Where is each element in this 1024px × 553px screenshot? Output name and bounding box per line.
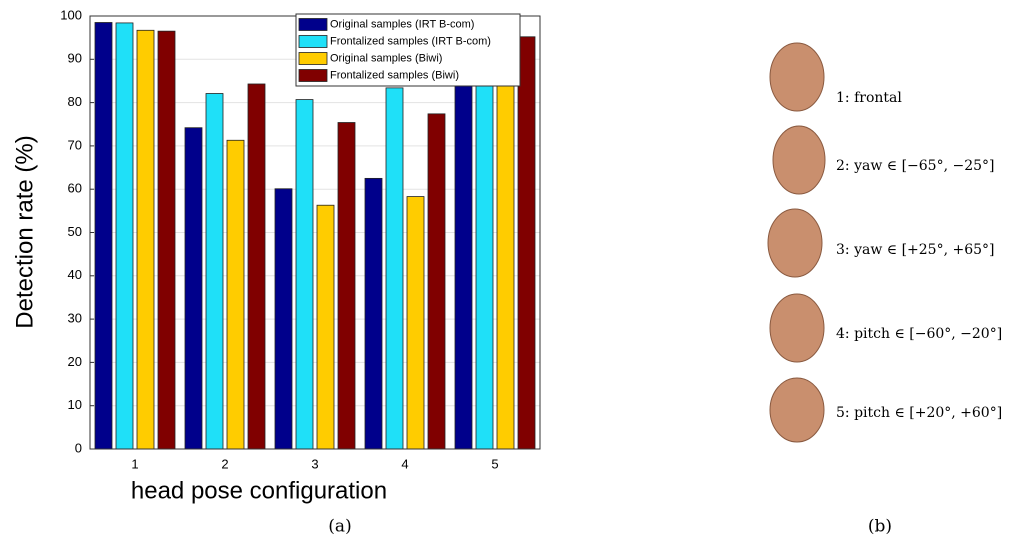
legend-label: Frontalized samples (IRT B-com) (330, 35, 491, 47)
legend: Original samples (IRT B-com) Frontalized … (295, 13, 521, 87)
y-axis-label: Detection rate (%) (11, 135, 38, 328)
bar (385, 87, 404, 450)
bar (496, 57, 515, 450)
pose-label: 3: yaw ∈ [+25°, +65°] (836, 242, 995, 258)
bar (247, 83, 266, 450)
y-tick-label: 60 (68, 181, 82, 196)
y-tick-label: 100 (60, 7, 82, 22)
pose-label: 1: frontal (836, 90, 902, 106)
y-tick-label: 80 (68, 94, 82, 109)
bar (205, 93, 224, 450)
bar (295, 99, 314, 450)
bar (184, 127, 203, 450)
legend-swatch (298, 18, 328, 31)
legend-swatch (298, 69, 328, 82)
x-tick-label: 4 (401, 456, 408, 471)
bar (157, 30, 176, 450)
legend-swatch (298, 35, 328, 48)
bar (406, 196, 425, 450)
bar (427, 113, 446, 450)
y-tick-label: 30 (68, 311, 82, 326)
bar (364, 177, 383, 450)
y-tick-label: 90 (68, 51, 82, 66)
bar (274, 188, 293, 450)
x-axis-label: head pose configuration (131, 477, 387, 504)
caption-a: (a) (328, 517, 351, 537)
bar (94, 22, 113, 450)
bar (475, 39, 494, 450)
bar (115, 22, 134, 450)
y-tick-label: 10 (68, 397, 82, 412)
caption-b: (b) (868, 517, 892, 537)
x-tick-label: 1 (131, 456, 138, 471)
y-tick-label: 40 (68, 267, 82, 282)
pose-label: 2: yaw ∈ [−65°, −25°] (836, 158, 995, 174)
legend-box (295, 13, 521, 87)
legend-label: Original samples (IRT B-com) (330, 18, 474, 30)
x-tick-label: 2 (221, 456, 228, 471)
bar (337, 122, 356, 450)
y-tick-label: 50 (68, 224, 82, 239)
legend-label: Frontalized samples (Biwi) (330, 69, 459, 81)
legend-label: Original samples (Biwi) (330, 52, 442, 64)
x-tick-label: 3 (311, 456, 318, 471)
face-illustrations (767, 42, 826, 443)
bar (136, 29, 155, 450)
pose-label: 5: pitch ∈ [+20°, +60°] (836, 405, 1002, 421)
y-tick-label: 20 (68, 354, 82, 369)
bar (316, 204, 335, 450)
legend-swatch (298, 52, 328, 65)
bar (226, 139, 245, 450)
y-tick-label: 70 (68, 137, 82, 152)
bar (517, 36, 536, 450)
pose-label: 4: pitch ∈ [−60°, −20°] (836, 326, 1002, 342)
bar (454, 40, 473, 450)
y-tick-label: 0 (75, 440, 82, 455)
x-tick-label: 5 (491, 456, 498, 471)
